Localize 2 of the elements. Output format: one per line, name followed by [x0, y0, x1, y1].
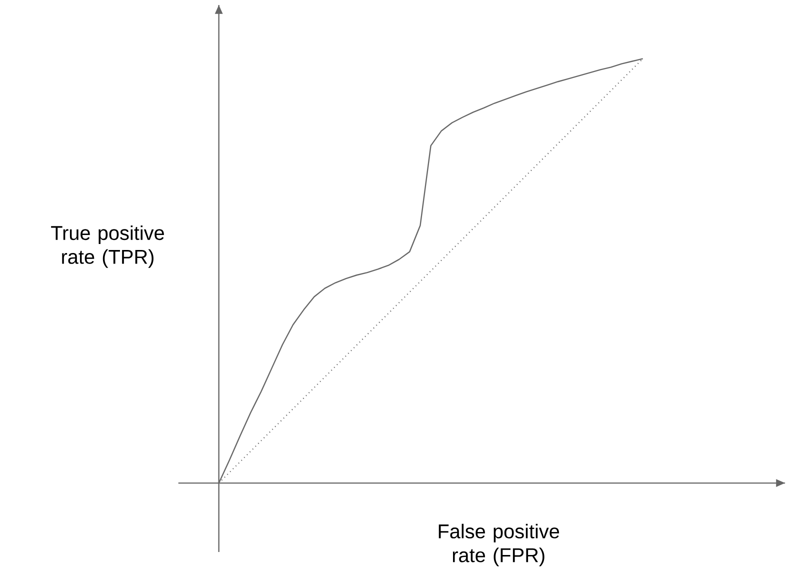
y-axis-title: True positive rate (TPR): [51, 226, 164, 268]
x-axis-title: False positive rate (FPR): [438, 524, 560, 566]
